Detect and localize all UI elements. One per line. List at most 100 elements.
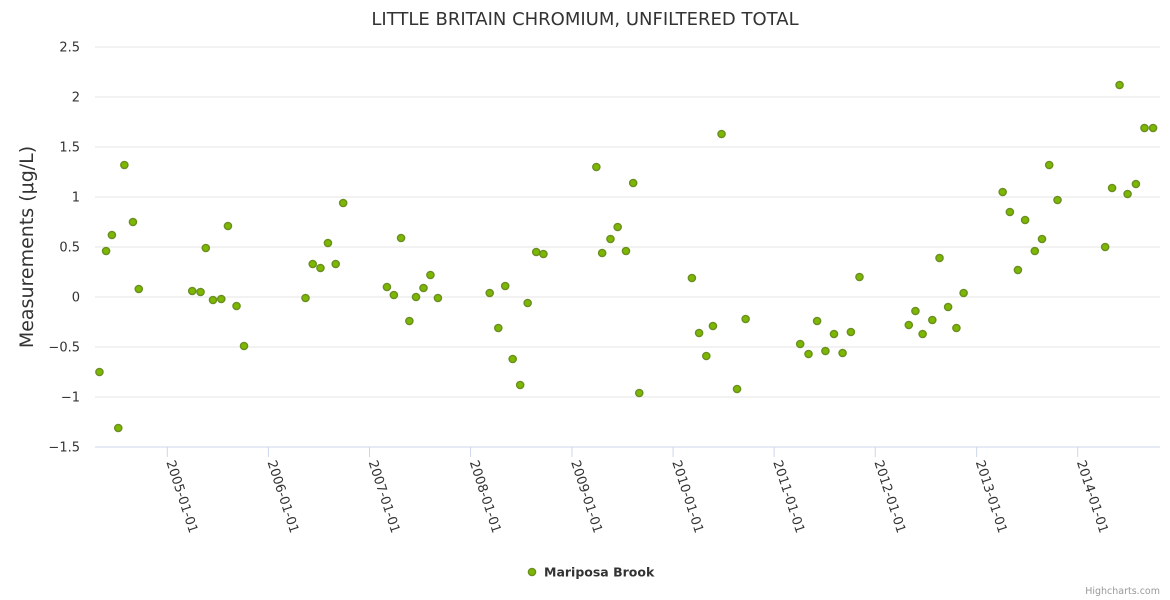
data-point[interactable] [838, 348, 847, 358]
data-point[interactable] [338, 198, 348, 208]
data-point[interactable] [120, 160, 129, 170]
data-point[interactable] [1131, 179, 1141, 189]
data-point[interactable] [1013, 265, 1023, 275]
data-point[interactable] [223, 221, 233, 231]
data-point[interactable] [396, 233, 406, 243]
data-point[interactable] [606, 234, 615, 244]
data-point[interactable] [405, 316, 414, 326]
data-point[interactable] [1123, 189, 1132, 199]
data-point[interactable] [855, 272, 864, 282]
data-point[interactable] [621, 246, 631, 256]
data-point[interactable] [493, 323, 503, 333]
data-point[interactable] [187, 286, 197, 296]
data-point[interactable] [702, 351, 711, 361]
y-tick-label: 0 [72, 291, 80, 306]
data-point[interactable] [592, 162, 601, 172]
data-point[interactable] [694, 328, 704, 338]
legend[interactable]: Mariposa Brook [527, 565, 655, 580]
data-point[interactable] [634, 388, 644, 398]
data-point[interactable] [433, 293, 443, 303]
data-point[interactable] [389, 290, 399, 300]
data-point[interactable] [597, 248, 607, 258]
chart-title: LITTLE BRITAIN CHROMIUM, UNFILTERED TOTA… [371, 9, 798, 30]
y-axis-label: Measurements (μg/L) [16, 146, 38, 348]
data-point[interactable] [812, 316, 822, 326]
data-point[interactable] [1053, 195, 1062, 205]
data-point[interactable] [928, 315, 937, 325]
x-tick-label: 2012-01-01 [870, 459, 908, 535]
data-point[interactable] [508, 354, 517, 364]
data-point[interactable] [1148, 123, 1158, 133]
data-point[interactable] [911, 306, 920, 316]
grid-lines [95, 46, 1160, 398]
data-point[interactable] [323, 238, 333, 248]
data-point[interactable] [804, 349, 813, 359]
data-point[interactable] [717, 129, 726, 139]
data-point[interactable] [515, 380, 525, 390]
data-point[interactable] [1005, 207, 1015, 217]
data-point[interactable] [308, 259, 318, 269]
data-point[interactable] [1037, 234, 1047, 244]
data-point[interactable] [795, 339, 805, 349]
y-tick-label: −1.5 [48, 441, 80, 456]
data-point[interactable] [113, 423, 123, 433]
x-tick-label: 2013-01-01 [972, 459, 1010, 535]
data-point[interactable] [708, 321, 718, 331]
legend-marker-icon[interactable] [527, 567, 537, 577]
data-point[interactable] [1100, 242, 1110, 252]
data-point[interactable] [531, 247, 541, 257]
data-point[interactable] [107, 230, 117, 240]
x-tick-label: 2006-01-01 [264, 459, 302, 535]
data-point[interactable] [232, 301, 241, 311]
data-point[interactable] [382, 282, 392, 292]
data-point[interactable] [1030, 246, 1040, 256]
data-point[interactable] [523, 298, 532, 308]
series-mariposa-brook[interactable] [95, 80, 1158, 433]
data-point[interactable] [196, 287, 205, 297]
data-point[interactable] [959, 288, 968, 298]
data-point[interactable] [821, 346, 830, 356]
data-point[interactable] [904, 320, 914, 330]
data-point[interactable] [128, 217, 138, 227]
data-point[interactable] [1115, 80, 1124, 90]
data-point[interactable] [426, 270, 435, 280]
data-point[interactable] [952, 323, 961, 333]
data-point[interactable] [628, 178, 638, 188]
data-point[interactable] [846, 327, 856, 337]
data-point[interactable] [95, 367, 104, 377]
data-point[interactable] [1020, 215, 1030, 225]
data-point[interactable] [101, 246, 111, 256]
data-point[interactable] [208, 295, 218, 305]
data-point[interactable] [500, 281, 510, 291]
data-point[interactable] [998, 187, 1007, 197]
y-tick-label: 1.5 [59, 141, 80, 156]
data-point[interactable] [201, 243, 211, 253]
data-point[interactable] [485, 288, 495, 298]
data-point[interactable] [539, 249, 548, 259]
data-point[interactable] [301, 293, 310, 303]
data-point[interactable] [331, 259, 340, 269]
data-point[interactable] [239, 341, 249, 351]
data-point[interactable] [134, 284, 144, 294]
data-point[interactable] [217, 294, 226, 304]
data-point[interactable] [741, 314, 750, 324]
data-point[interactable] [411, 292, 421, 302]
data-point[interactable] [1044, 160, 1054, 170]
y-tick-label: 2.5 [59, 41, 80, 56]
data-point[interactable] [613, 222, 622, 232]
legend-item-mariposa-brook[interactable]: Mariposa Brook [544, 565, 655, 580]
data-point[interactable] [732, 384, 742, 394]
y-axis-ticks: 2.5 2 1.5 1 0.5 0 −0.5 −1 −1.5 [48, 41, 80, 456]
data-point[interactable] [1107, 183, 1117, 193]
data-point[interactable] [316, 263, 325, 273]
data-point[interactable] [943, 302, 953, 312]
data-point[interactable] [918, 329, 927, 339]
credits-link[interactable]: Highcharts.com [1085, 586, 1160, 597]
x-tick-label: 2011-01-01 [769, 459, 807, 535]
data-point[interactable] [687, 273, 697, 283]
data-point[interactable] [419, 283, 428, 293]
data-point[interactable] [935, 253, 944, 263]
data-point[interactable] [829, 329, 839, 339]
data-point[interactable] [1140, 123, 1149, 133]
